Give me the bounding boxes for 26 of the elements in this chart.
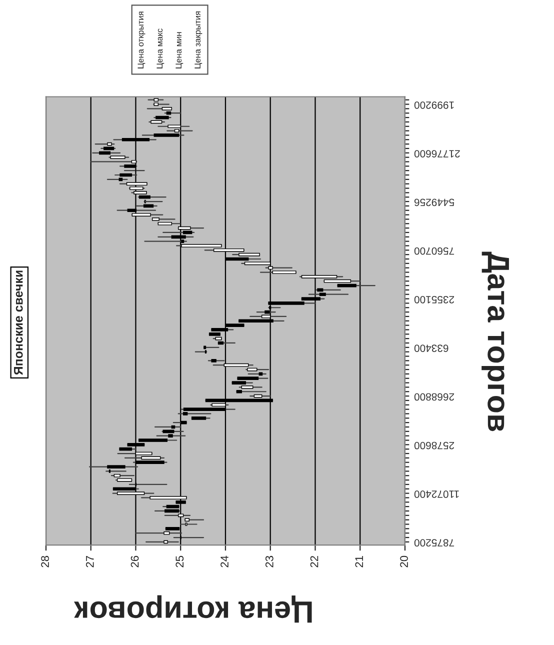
x-tick-label: 21 — [355, 556, 363, 568]
text: Цена закрытия — [194, 12, 202, 68]
y-tick-label: 1999200 — [414, 101, 454, 109]
x-tick-label: 23 — [265, 556, 274, 568]
x-axis-title: Цена котировок — [74, 595, 312, 623]
x-tick-label: 26 — [130, 556, 139, 568]
y-tick-label: 21776600 — [414, 150, 460, 158]
y-tick-label: 5449256 — [414, 198, 454, 206]
x-tick-label: 25 — [176, 556, 184, 568]
y-tick-label: 2355100 — [414, 296, 454, 304]
x-tick-label: 27 — [86, 556, 94, 568]
x-tick-label: 28 — [41, 556, 49, 568]
y-axis-title: Дата торгов — [482, 252, 509, 432]
x-tick-label: 24 — [220, 556, 228, 568]
text: Японские свечки — [14, 270, 23, 375]
x-tick-label: 20 — [400, 556, 408, 568]
y-tick-label: 633400 — [414, 344, 448, 352]
text: Цена мин — [176, 32, 184, 68]
text: Цена макс — [156, 28, 164, 68]
y-tick-label: 7875200 — [414, 539, 454, 547]
y-tick-label: 2668800 — [414, 393, 454, 401]
text: Цена открытия — [138, 12, 146, 68]
x-tick-label: 22 — [310, 556, 318, 568]
y-tick-label: 11072400 — [414, 490, 459, 498]
y-tick-label: 2578600 — [414, 442, 454, 450]
y-tick-label: 7560700 — [414, 247, 454, 255]
